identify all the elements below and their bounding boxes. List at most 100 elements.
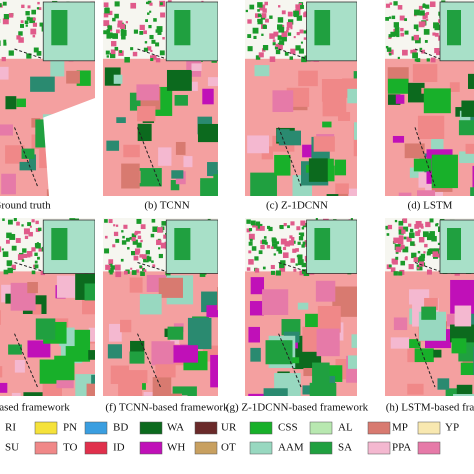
map-field (313, 136, 335, 152)
map-field (281, 319, 301, 336)
map-pixel (295, 248, 299, 252)
map-pixel (284, 241, 290, 247)
map-field (61, 193, 87, 196)
map-pixel (112, 17, 116, 22)
map-pixel (278, 249, 283, 254)
map-pixel (8, 13, 14, 18)
map-pixel (255, 55, 261, 60)
zoom-inset (306, 219, 357, 274)
map-pixel (402, 49, 408, 56)
map-pixel (36, 50, 42, 56)
legend-label: SA (338, 442, 352, 454)
map-field (86, 383, 95, 396)
map-pixel (246, 228, 251, 233)
map-pixel (411, 252, 417, 259)
map-pixel (287, 32, 292, 36)
map-pixel (436, 51, 441, 56)
map-pixel (280, 238, 287, 245)
map-field (334, 159, 347, 176)
map-pixel (2, 218, 5, 221)
map-field (32, 304, 42, 315)
map-pixel (356, 257, 357, 263)
map-pixel (26, 16, 31, 21)
map-pixel (250, 220, 256, 226)
map-pixel (9, 233, 16, 240)
map-field (345, 188, 357, 196)
map-field (158, 277, 183, 298)
map-pixel (114, 264, 121, 271)
map-pixel (293, 36, 296, 39)
map-field (437, 378, 450, 390)
map-field (412, 64, 438, 82)
map-pixel (109, 271, 113, 275)
zoom-line (278, 127, 302, 187)
map-pixel (417, 267, 420, 270)
map-pixel (413, 24, 419, 30)
map-pixel (272, 42, 276, 46)
map-pixel (3, 39, 7, 43)
map-field (335, 183, 349, 194)
legend-swatch (249, 441, 273, 455)
map-field (409, 167, 424, 178)
map-field (453, 394, 474, 396)
map-field (250, 277, 265, 295)
zoom-line (414, 333, 436, 388)
map-field (173, 345, 199, 363)
map-field (309, 382, 337, 396)
map-pixel (400, 244, 405, 249)
map-pixel (389, 2, 393, 5)
map-field (312, 362, 330, 386)
map-pixel (415, 37, 421, 44)
map-field (353, 123, 357, 157)
map-pixel (385, 17, 389, 21)
map-pixel (7, 219, 13, 225)
map-pixel (149, 55, 153, 58)
map-pixel (36, 7, 40, 10)
map-pixel (425, 4, 430, 9)
map-field (207, 77, 218, 87)
map-pixel (217, 252, 218, 259)
zoom-block (174, 228, 191, 261)
map-pixel (146, 256, 152, 262)
map-field (472, 165, 474, 192)
legend-swatch (84, 441, 108, 455)
map-pixel (119, 50, 123, 53)
map-pixel (398, 235, 404, 240)
map-field (136, 84, 160, 101)
map-pixel (260, 244, 265, 250)
map-field (303, 368, 313, 377)
map-pixel (385, 225, 390, 230)
zoom-block (447, 10, 461, 46)
legend-label: BD (113, 422, 128, 434)
map-pixel (418, 257, 424, 263)
map-field (27, 282, 38, 294)
map-field (129, 277, 143, 293)
map-pixel (412, 52, 418, 59)
zoom-inset (165, 1, 218, 62)
map-field (148, 172, 161, 185)
map-field (217, 287, 218, 311)
map-pixel (397, 5, 403, 10)
legend-label: PN (63, 422, 77, 434)
map-pixel (422, 4, 427, 8)
map-pixel (103, 20, 110, 27)
map-pixel (35, 243, 41, 249)
map-pixel (423, 29, 430, 35)
map-pixel (134, 230, 139, 235)
legend-label: WA (167, 422, 184, 434)
map-pixel (429, 248, 435, 254)
map-pixel (280, 260, 286, 266)
map-field (217, 195, 218, 196)
map-pixel (297, 254, 303, 260)
map-pixel (429, 1, 436, 8)
map-pixel (17, 254, 24, 260)
map-field (113, 74, 123, 84)
map-field (152, 377, 172, 396)
map-pixel (121, 230, 124, 233)
map-field (431, 154, 458, 189)
map-pixel (395, 246, 402, 253)
map-field (0, 66, 9, 80)
map-pixel (156, 239, 162, 246)
map-field (110, 365, 129, 385)
legend-swatch (84, 421, 108, 435)
